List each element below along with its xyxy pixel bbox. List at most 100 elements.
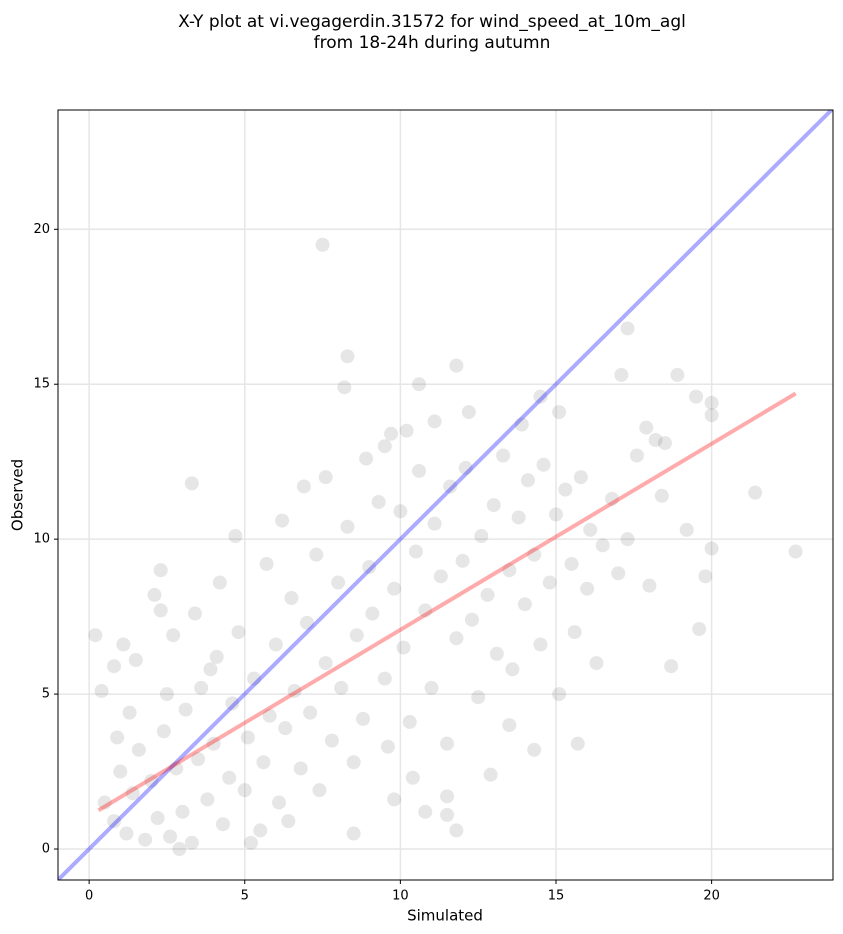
y-tick-label: 5: [42, 687, 50, 702]
point: [517, 597, 532, 612]
point: [359, 451, 374, 466]
point: [704, 395, 719, 410]
x-tick-label: 0: [85, 889, 93, 904]
point: [642, 578, 657, 593]
plot-area: [58, 110, 833, 880]
point: [356, 711, 371, 726]
point: [312, 783, 327, 798]
point: [253, 823, 268, 838]
point: [449, 823, 464, 838]
point: [203, 662, 218, 677]
point: [346, 826, 361, 841]
y-tick-label: 20: [33, 222, 50, 237]
point: [567, 625, 582, 640]
point: [200, 792, 215, 807]
point: [657, 436, 672, 451]
point: [281, 814, 296, 829]
point: [303, 705, 318, 720]
point: [184, 835, 199, 850]
point: [125, 786, 140, 801]
point: [573, 470, 588, 485]
point: [405, 770, 420, 785]
point: [262, 708, 277, 723]
point: [595, 538, 610, 553]
point: [237, 783, 252, 798]
point: [648, 433, 663, 447]
point: [163, 829, 178, 844]
point: [119, 826, 134, 841]
point: [318, 656, 333, 671]
point: [614, 367, 629, 382]
point: [215, 817, 230, 832]
point: [489, 646, 504, 661]
point: [153, 603, 168, 618]
point: [206, 736, 221, 751]
point: [107, 659, 122, 674]
point: [502, 718, 517, 733]
point: [542, 575, 557, 590]
point: [97, 795, 112, 810]
point: [520, 473, 535, 488]
point: [396, 640, 411, 655]
x-axis-label: Simulated: [407, 907, 483, 925]
point: [399, 423, 414, 438]
point: [107, 814, 122, 829]
point: [334, 680, 349, 695]
point: [128, 653, 143, 667]
point: [788, 544, 803, 559]
point: [340, 349, 355, 364]
point: [496, 448, 511, 463]
point: [187, 606, 202, 621]
point: [384, 426, 399, 441]
point: [440, 736, 455, 751]
point: [228, 529, 243, 544]
point: [231, 625, 246, 640]
y-tick-label: 0: [42, 842, 50, 857]
point: [408, 544, 423, 559]
point: [502, 563, 517, 578]
point: [184, 476, 199, 491]
point: [704, 408, 719, 423]
point: [225, 696, 240, 711]
point: [570, 736, 585, 751]
point: [536, 457, 551, 472]
point: [116, 637, 131, 652]
point: [88, 628, 103, 643]
point: [440, 789, 455, 804]
point: [654, 488, 669, 503]
x-tick-label: 20: [703, 889, 720, 904]
point: [240, 730, 255, 745]
point: [209, 649, 224, 664]
point: [340, 519, 355, 534]
point: [412, 463, 427, 478]
point: [113, 764, 128, 779]
point: [122, 705, 137, 720]
point: [424, 680, 439, 695]
point: [533, 389, 548, 404]
point: [427, 516, 442, 531]
point: [331, 575, 346, 590]
chart-subtitle: from 18-24h during autumn: [314, 33, 551, 53]
point: [377, 439, 392, 454]
point: [268, 637, 283, 652]
point: [172, 842, 187, 857]
point: [284, 591, 299, 606]
point: [620, 321, 635, 336]
point: [138, 832, 153, 847]
chart-title: X-Y plot at vi.vegagerdin.31572 for wind…: [178, 12, 686, 32]
point: [471, 690, 486, 705]
point: [443, 479, 458, 494]
y-tick-label: 15: [33, 377, 50, 392]
point: [427, 414, 442, 429]
point: [527, 547, 542, 562]
point: [178, 702, 193, 717]
point: [629, 448, 644, 463]
point: [159, 687, 174, 702]
point: [474, 529, 489, 544]
point: [558, 482, 573, 497]
point: [150, 811, 165, 826]
point: [664, 659, 679, 674]
plot-frame: [57, 109, 834, 881]
y-tick-label: 10: [33, 532, 50, 547]
point: [110, 730, 125, 745]
